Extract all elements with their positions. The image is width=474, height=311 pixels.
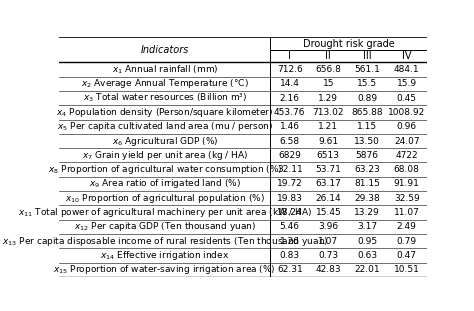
Text: 15.9: 15.9	[397, 79, 417, 88]
Text: 0.73: 0.73	[318, 251, 338, 260]
Text: 10.51: 10.51	[394, 265, 419, 274]
Text: 13.29: 13.29	[355, 208, 380, 217]
Text: 81.15: 81.15	[355, 179, 380, 188]
Text: 3.96: 3.96	[318, 222, 338, 231]
Text: 24.07: 24.07	[394, 137, 419, 146]
Text: 26.14: 26.14	[316, 194, 341, 203]
Text: 712.6: 712.6	[277, 65, 302, 74]
Text: 13.50: 13.50	[355, 137, 380, 146]
Text: 0.96: 0.96	[397, 122, 417, 131]
Text: $\it{x}_{2}$ Average Annual Temperature (°C): $\it{x}_{2}$ Average Annual Temperature …	[81, 77, 249, 91]
Text: $\it{x}_{8}$ Proportion of agricultural water consumption (%): $\it{x}_{8}$ Proportion of agricultural …	[47, 163, 282, 176]
Text: 9.61: 9.61	[318, 137, 338, 146]
Text: $\it{x}_{4}$ Population density (Person/square kilometer): $\it{x}_{4}$ Population density (Person/…	[56, 106, 273, 119]
Text: $\it{x}_{10}$ Proportion of agricultural population (%): $\it{x}_{10}$ Proportion of agricultural…	[65, 192, 265, 205]
Text: $\it{x}_{6}$ Agricultural GDP (%): $\it{x}_{6}$ Agricultural GDP (%)	[111, 135, 218, 147]
Text: 5876: 5876	[356, 151, 379, 160]
Text: 4722: 4722	[395, 151, 418, 160]
Text: 15: 15	[323, 79, 334, 88]
Text: 19.72: 19.72	[277, 179, 302, 188]
Text: $\it{x}_{3}$ Total water resources (Billion m³): $\it{x}_{3}$ Total water resources (Bill…	[82, 92, 247, 104]
Text: 11.07: 11.07	[394, 208, 419, 217]
Text: 1.29: 1.29	[319, 94, 338, 103]
Text: 0.95: 0.95	[357, 237, 377, 246]
Text: 32.59: 32.59	[394, 194, 419, 203]
Text: $\it{x}_{13}$ Per capita disposable income of rural residents (Ten thousand yuan: $\it{x}_{13}$ Per capita disposable inco…	[1, 234, 328, 248]
Text: 0.79: 0.79	[397, 237, 417, 246]
Text: 1008.92: 1008.92	[388, 108, 425, 117]
Text: 0.63: 0.63	[357, 251, 377, 260]
Text: 15.45: 15.45	[316, 208, 341, 217]
Text: 62.31: 62.31	[277, 265, 302, 274]
Text: 713.02: 713.02	[312, 108, 344, 117]
Text: 18.24: 18.24	[277, 208, 302, 217]
Text: 53.71: 53.71	[315, 165, 341, 174]
Text: 0.47: 0.47	[397, 251, 417, 260]
Text: 14.4: 14.4	[280, 79, 300, 88]
Text: 561.1: 561.1	[355, 65, 380, 74]
Text: 91.91: 91.91	[394, 179, 419, 188]
Text: $\it{x}_{14}$ Effective irrigation index: $\it{x}_{14}$ Effective irrigation index	[100, 249, 229, 262]
Text: 484.1: 484.1	[394, 65, 419, 74]
Text: $\it{x}_{1}$ Annual rainfall (mm): $\it{x}_{1}$ Annual rainfall (mm)	[111, 63, 218, 76]
Text: 6513: 6513	[317, 151, 340, 160]
Text: 1.15: 1.15	[357, 122, 377, 131]
Text: 6.58: 6.58	[280, 137, 300, 146]
Text: $\it{x}_{15}$ Proportion of water-saving irrigation area (%): $\it{x}_{15}$ Proportion of water-saving…	[54, 263, 276, 276]
Text: $\it{x}_{7}$ Grain yield per unit area (kg / HA): $\it{x}_{7}$ Grain yield per unit area (…	[82, 149, 248, 162]
Text: 453.76: 453.76	[274, 108, 306, 117]
Text: Drought risk grade: Drought risk grade	[303, 39, 394, 49]
Text: $\it{x}_{12}$ Per capita GDP (Ten thousand yuan): $\it{x}_{12}$ Per capita GDP (Ten thousa…	[74, 220, 256, 233]
Text: 32.11: 32.11	[277, 165, 302, 174]
Text: 3.17: 3.17	[357, 222, 377, 231]
Text: 0.89: 0.89	[357, 94, 377, 103]
Text: I: I	[288, 51, 291, 62]
Text: 63.23: 63.23	[355, 165, 380, 174]
Text: IV: IV	[402, 51, 411, 62]
Text: 0.83: 0.83	[280, 251, 300, 260]
Text: 1.26: 1.26	[280, 237, 300, 246]
Text: 1.07: 1.07	[318, 237, 338, 246]
Text: 656.8: 656.8	[315, 65, 341, 74]
Text: Indicators: Indicators	[141, 45, 189, 55]
Text: 63.17: 63.17	[315, 179, 341, 188]
Text: 2.16: 2.16	[280, 94, 300, 103]
Text: 15.5: 15.5	[357, 79, 377, 88]
Text: $\it{x}_{5}$ Per capita cultivated land area (mu / person): $\it{x}_{5}$ Per capita cultivated land …	[57, 120, 273, 133]
Text: III: III	[363, 51, 372, 62]
Text: 1.21: 1.21	[319, 122, 338, 131]
Text: $\it{x}_{11}$ Total power of agricultural machinery per unit area (kW / HA): $\it{x}_{11}$ Total power of agricultura…	[18, 206, 312, 219]
Text: 42.83: 42.83	[316, 265, 341, 274]
Text: 5.46: 5.46	[280, 222, 300, 231]
Text: 29.38: 29.38	[355, 194, 380, 203]
Text: 6829: 6829	[278, 151, 301, 160]
Text: 22.01: 22.01	[355, 265, 380, 274]
Text: 68.08: 68.08	[394, 165, 419, 174]
Text: 1.46: 1.46	[280, 122, 300, 131]
Text: $\it{x}_{9}$ Area ratio of irrigated land (%): $\it{x}_{9}$ Area ratio of irrigated lan…	[89, 177, 241, 190]
Text: II: II	[326, 51, 331, 62]
Text: 2.49: 2.49	[397, 222, 417, 231]
Text: 19.83: 19.83	[277, 194, 303, 203]
Text: 865.88: 865.88	[351, 108, 383, 117]
Text: 0.45: 0.45	[397, 94, 417, 103]
